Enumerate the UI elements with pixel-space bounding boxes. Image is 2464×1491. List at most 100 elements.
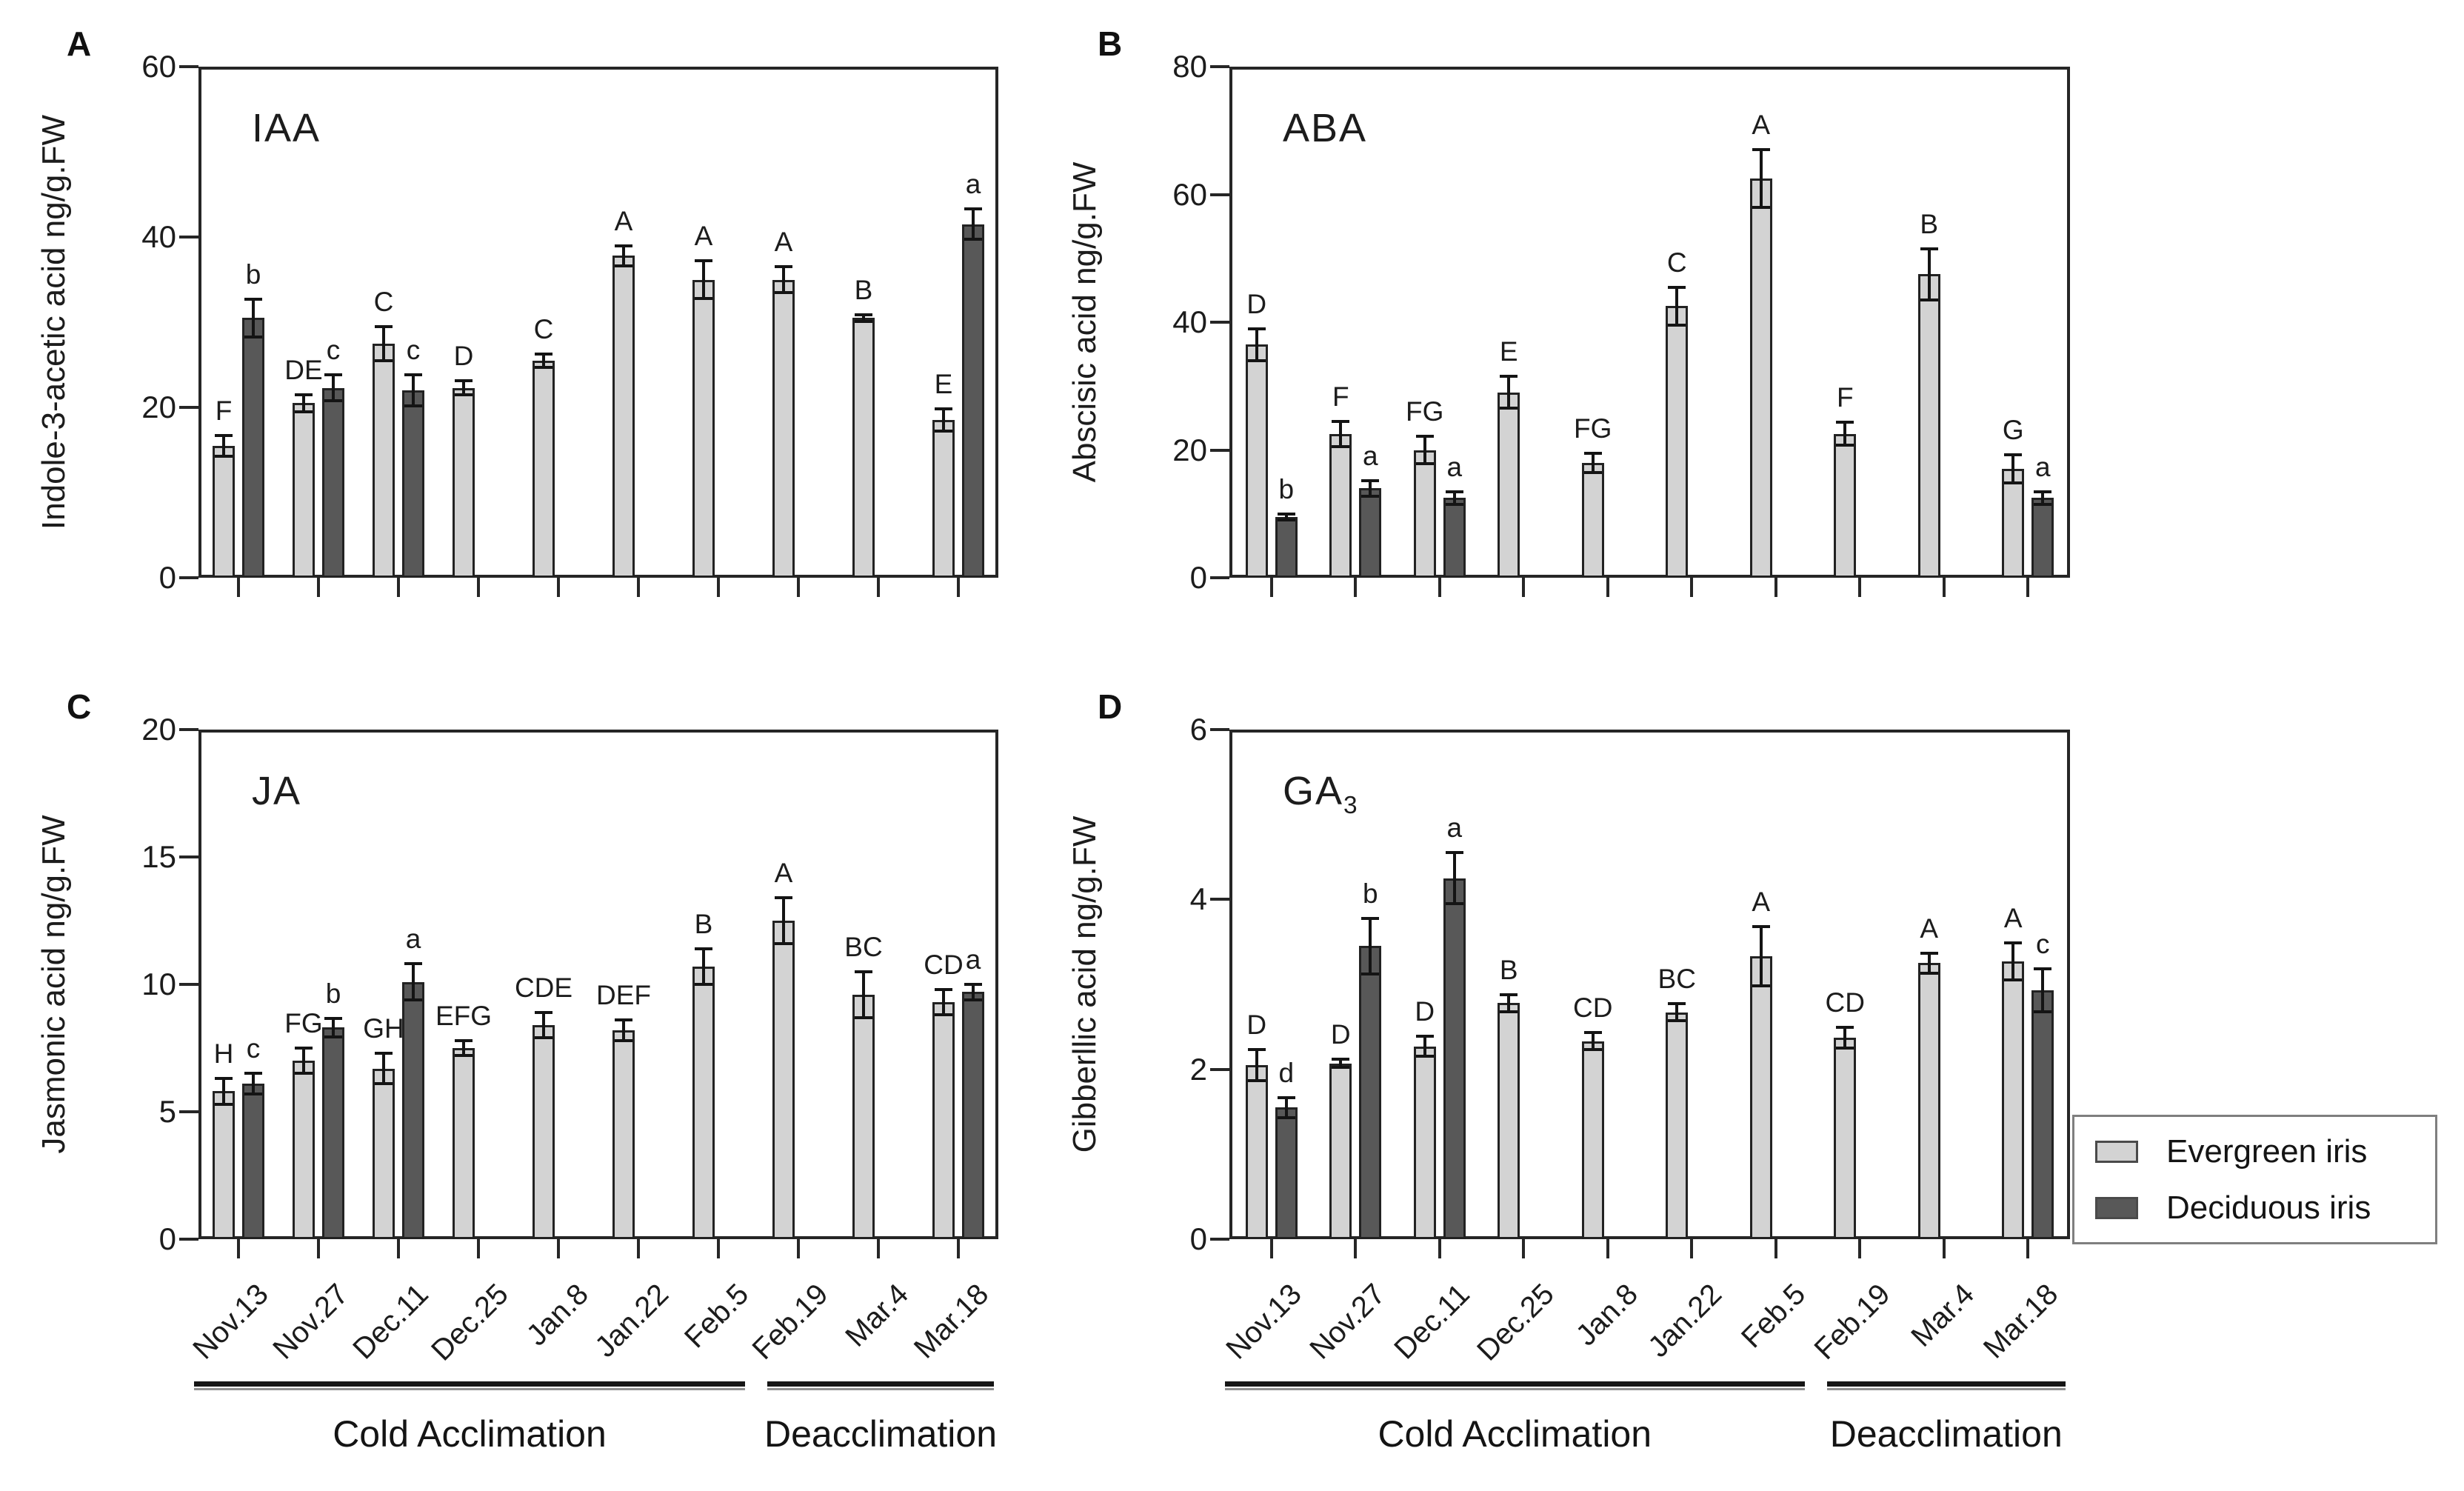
error-bar — [462, 381, 465, 395]
error-bar-cap-bottom — [1332, 1066, 1350, 1070]
x-tick-mark — [1774, 1239, 1777, 1258]
evergreen-bar-Mar.4 — [1917, 963, 1940, 1239]
error-bar-cap-top — [2034, 490, 2052, 493]
y-tick-mark — [179, 855, 198, 858]
significance-letter: D — [1246, 1010, 1267, 1041]
error-bar-cap-bottom — [964, 998, 982, 1001]
significance-letter: a — [965, 944, 981, 975]
error-bar-cap-bottom — [615, 1038, 632, 1042]
significance-letter: C — [373, 286, 394, 317]
evergreen-bar-Mar.18 — [2002, 469, 2025, 578]
evergreen-bar-Dec.11 — [373, 343, 395, 578]
error-bar — [332, 1018, 335, 1037]
error-bar-cap-top — [1332, 419, 1350, 423]
significance-letter: a — [1362, 440, 1378, 471]
significance-letter: D — [1246, 288, 1267, 319]
group-caption: Deacclimation — [764, 1413, 998, 1455]
deciduous-bar-Nov.27 — [1359, 946, 1382, 1239]
y-tick-mark — [179, 728, 198, 731]
group-bracket-line — [1225, 1381, 1805, 1387]
significance-letter: c — [2036, 929, 2050, 960]
x-tick-mark — [877, 578, 880, 597]
panel-letter-B: B — [1098, 24, 1123, 63]
error-bar — [1339, 1058, 1343, 1068]
error-bar-cap-top — [535, 1010, 552, 1014]
error-bar-cap-top — [1500, 993, 1518, 996]
error-bar-cap-bottom — [295, 410, 313, 413]
error-bar-cap-top — [455, 1038, 473, 1042]
error-bar-cap-bottom — [1836, 444, 1854, 447]
error-bar-cap-top — [2034, 967, 2052, 971]
significance-letter: C — [533, 313, 554, 344]
error-bar-cap-bottom — [295, 1072, 313, 1075]
evergreen-bar-Dec.25 — [453, 1048, 475, 1239]
evergreen-bar-Nov.13 — [1245, 1064, 1268, 1239]
x-axis-date-label: Feb.5 — [1735, 1278, 1812, 1355]
evergreen-bar-Jan.8 — [532, 1025, 555, 1239]
y-tick-label: 0 — [1189, 1221, 1207, 1256]
deciduous-bar-Mar.18 — [2031, 990, 2054, 1239]
error-bar-cap-bottom — [1583, 470, 1602, 474]
error-bar-cap-bottom — [324, 398, 342, 402]
error-bar-cap-top — [455, 379, 473, 383]
error-bar-cap-top — [244, 1072, 262, 1075]
error-bar — [1759, 927, 1763, 987]
error-bar-cap-bottom — [535, 365, 552, 369]
y-tick-mark — [179, 1238, 198, 1241]
significance-letter: DEF — [596, 980, 651, 1011]
error-bar-cap-top — [1668, 1002, 1686, 1006]
deciduous-bar-Dec.11 — [1443, 878, 1466, 1239]
legend-item-evergreen: Evergreen iris — [2095, 1133, 2435, 1170]
legend-label-deciduous: Deciduous iris — [2166, 1189, 2371, 1226]
chart-title-text: ABA — [1283, 106, 1368, 150]
error-bar-cap-bottom — [855, 1015, 872, 1019]
x-tick-mark — [1354, 578, 1358, 597]
x-tick-mark — [317, 1239, 320, 1258]
x-axis-date-label: Jan.22 — [589, 1278, 675, 1364]
evergreen-bar-Mar.4 — [852, 994, 875, 1239]
deciduous-bar-Mar.18 — [962, 992, 984, 1239]
error-bar-cap-top — [615, 1018, 632, 1022]
deciduous-bar-Nov.27 — [322, 387, 344, 578]
error-bar-cap-top — [964, 207, 982, 211]
error-bar-cap-top — [1247, 327, 1266, 330]
error-bar — [2041, 969, 2045, 1012]
significance-letter: d — [1278, 1057, 1295, 1088]
error-bar — [1507, 376, 1511, 409]
y-tick-label: 60 — [1172, 176, 1207, 212]
x-tick-mark — [237, 1239, 240, 1258]
y-tick-label: 60 — [141, 49, 176, 84]
error-bar — [622, 245, 625, 267]
group-bracket-underline — [1826, 1388, 2066, 1390]
error-bar-cap-bottom — [1247, 1078, 1266, 1082]
significance-letter: DE — [284, 354, 323, 385]
y-tick-mark — [179, 576, 198, 579]
error-bar-cap-bottom — [1583, 1048, 1602, 1052]
y-tick-mark — [179, 983, 198, 986]
evergreen-bar-Jan.22 — [1666, 306, 1689, 578]
x-tick-mark — [477, 1239, 480, 1258]
significance-letter: D — [1330, 1018, 1351, 1050]
panel-letter-C: C — [67, 687, 92, 726]
error-bar-cap-top — [1920, 951, 1938, 955]
error-bar-cap-top — [1583, 451, 1602, 455]
group-caption: Cold Acclimation — [333, 1413, 607, 1455]
deciduous-bar-Nov.13 — [1275, 517, 1298, 578]
panel-letter-D: D — [1098, 687, 1123, 726]
x-axis-date-label: Nov.27 — [267, 1278, 355, 1366]
error-bar — [542, 1012, 545, 1038]
significance-letter: c — [246, 1033, 261, 1064]
x-tick-mark — [797, 1239, 800, 1258]
evergreen-bar-Feb.5 — [1749, 956, 1772, 1239]
evergreen-bar-Dec.11 — [373, 1068, 395, 1239]
error-bar — [1591, 453, 1595, 473]
significance-letter: A — [774, 858, 793, 889]
significance-letter: F — [1836, 382, 1854, 413]
significance-letter: B — [1920, 208, 1939, 239]
x-tick-mark — [397, 1239, 400, 1258]
x-tick-mark — [717, 1239, 720, 1258]
significance-letter: B — [1499, 954, 1518, 985]
error-bar-cap-top — [324, 373, 342, 377]
error-bar-cap-bottom — [404, 998, 422, 1001]
error-bar-cap-top — [535, 352, 552, 356]
